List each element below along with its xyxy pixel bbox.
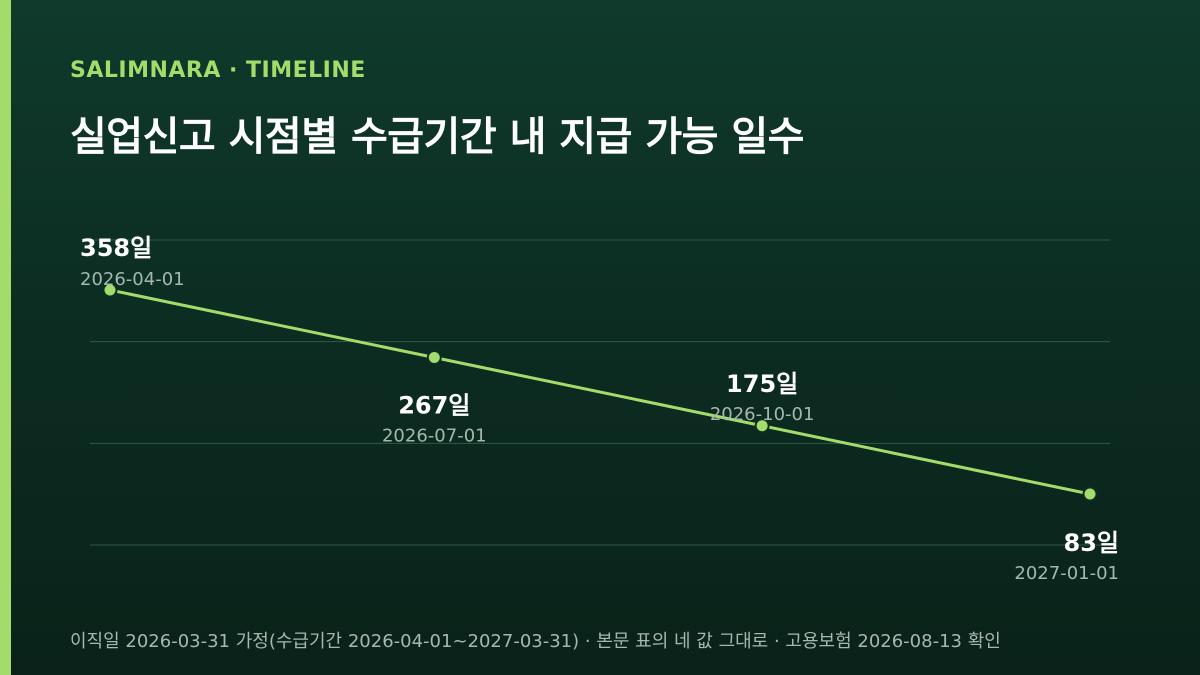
value-label: 83일 bbox=[1064, 529, 1119, 557]
value-label: 358일 bbox=[80, 234, 152, 262]
page-title: 실업신고 시점별 수급기간 내 지급 가능 일수 bbox=[70, 114, 804, 160]
data-point bbox=[102, 282, 118, 298]
accent-bar bbox=[0, 0, 11, 675]
date-label: 2026-07-01 bbox=[382, 426, 487, 447]
series-line-path bbox=[108, 288, 1092, 496]
eyebrow-label: SALIMNARA · TIMELINE bbox=[70, 58, 366, 83]
value-label: 175일 bbox=[726, 370, 798, 398]
data-point bbox=[754, 418, 770, 434]
date-label: 2027-01-01 bbox=[1014, 563, 1119, 584]
data-labels: 358일 2026-04-01 267일 2026-07-01 175일 2026-10-… bbox=[80, 234, 1119, 584]
data-point bbox=[1082, 486, 1098, 502]
footnote: 이직일 2026-03-31 가정(수급기간 2026-04-01~2027-0… bbox=[70, 631, 1001, 652]
series-line bbox=[108, 288, 1092, 496]
date-label: 2026-10-01 bbox=[710, 404, 815, 425]
data-point bbox=[426, 350, 442, 366]
data-points bbox=[102, 282, 1098, 502]
value-label: 267일 bbox=[398, 392, 470, 420]
date-label: 2026-04-01 bbox=[80, 269, 185, 290]
grid-lines bbox=[90, 239, 1110, 546]
